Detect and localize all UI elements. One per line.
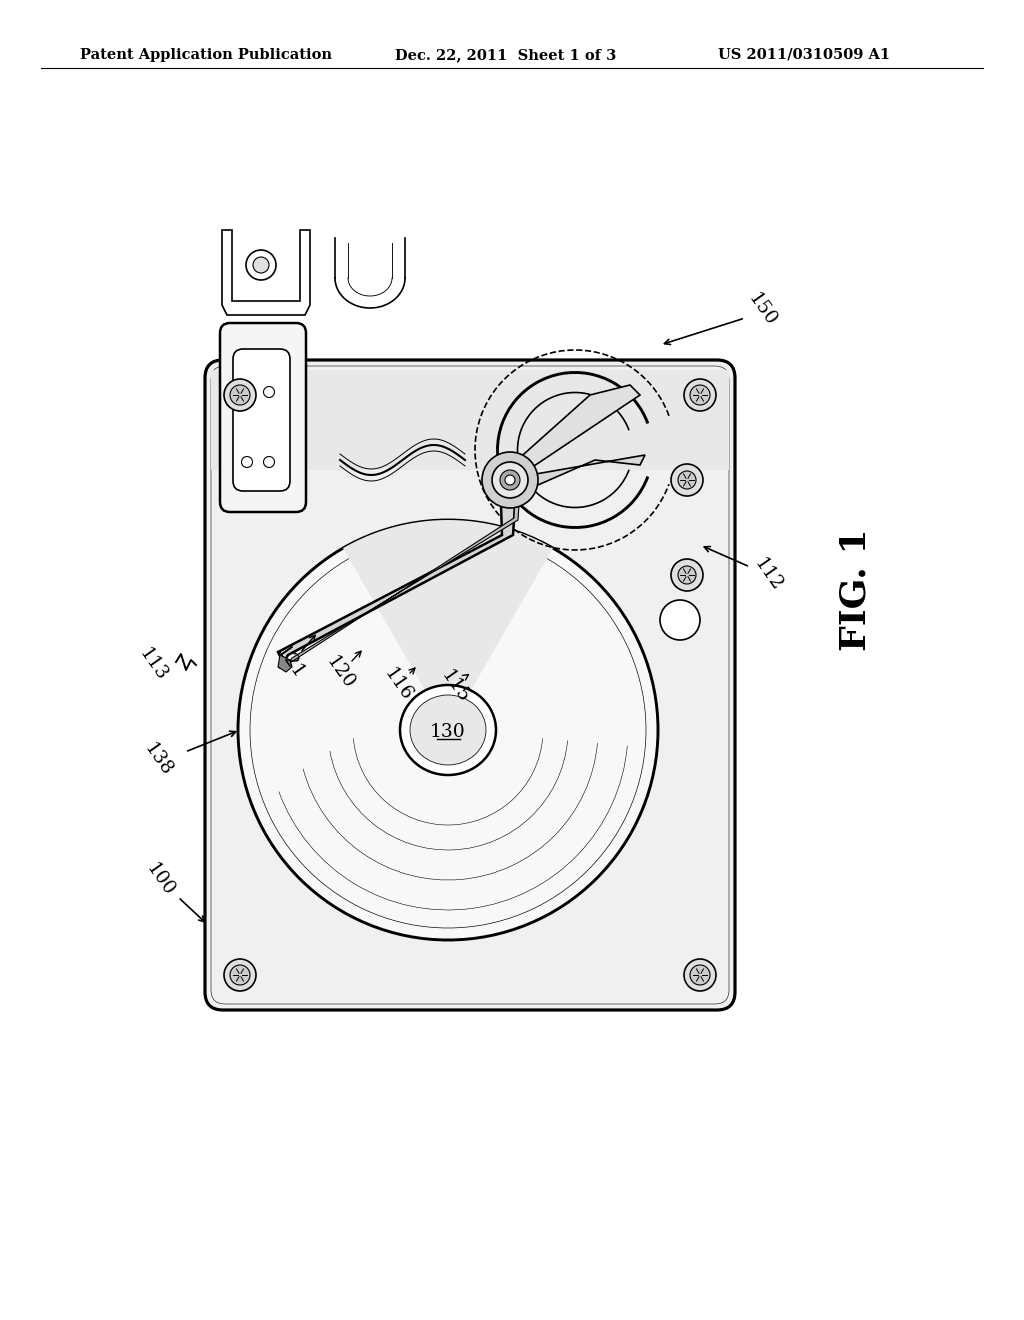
Polygon shape [222,230,310,315]
Ellipse shape [400,685,496,775]
Text: 116: 116 [380,665,416,705]
FancyBboxPatch shape [233,348,290,491]
Text: 121: 121 [272,643,307,682]
Text: Dec. 22, 2011  Sheet 1 of 3: Dec. 22, 2011 Sheet 1 of 3 [395,48,616,62]
Text: 138: 138 [140,741,176,780]
Polygon shape [278,475,518,668]
Circle shape [690,965,710,985]
Circle shape [263,387,274,397]
Circle shape [224,960,256,991]
Circle shape [482,451,538,508]
Circle shape [690,385,710,405]
Circle shape [246,249,276,280]
Circle shape [500,470,520,490]
Circle shape [253,257,269,273]
Circle shape [678,471,696,488]
Text: 120: 120 [323,653,357,693]
Circle shape [224,379,256,411]
Ellipse shape [410,696,486,766]
Circle shape [671,558,703,591]
Text: 150: 150 [744,290,779,330]
FancyBboxPatch shape [220,323,306,512]
Circle shape [684,379,716,411]
Text: Patent Application Publication: Patent Application Publication [80,48,332,62]
Text: 100: 100 [142,861,177,900]
Circle shape [684,960,716,991]
FancyBboxPatch shape [205,360,735,1010]
Text: FIG. 1: FIG. 1 [839,529,873,651]
Circle shape [660,601,700,640]
Circle shape [263,457,274,467]
Polygon shape [288,490,520,664]
Polygon shape [518,455,645,492]
Polygon shape [278,655,292,672]
Circle shape [492,462,528,498]
Text: 130: 130 [430,723,466,741]
Circle shape [505,475,515,484]
Circle shape [230,965,250,985]
Polygon shape [505,385,640,473]
Circle shape [678,566,696,583]
Circle shape [238,520,658,940]
Circle shape [242,387,253,397]
Circle shape [671,465,703,496]
Text: 112: 112 [751,556,785,595]
Polygon shape [343,520,553,730]
Text: 113: 113 [135,645,171,685]
Circle shape [242,457,253,467]
Bar [211,370,729,470]
Circle shape [230,385,250,405]
Text: 115: 115 [437,667,473,706]
Text: US 2011/0310509 A1: US 2011/0310509 A1 [718,48,890,62]
